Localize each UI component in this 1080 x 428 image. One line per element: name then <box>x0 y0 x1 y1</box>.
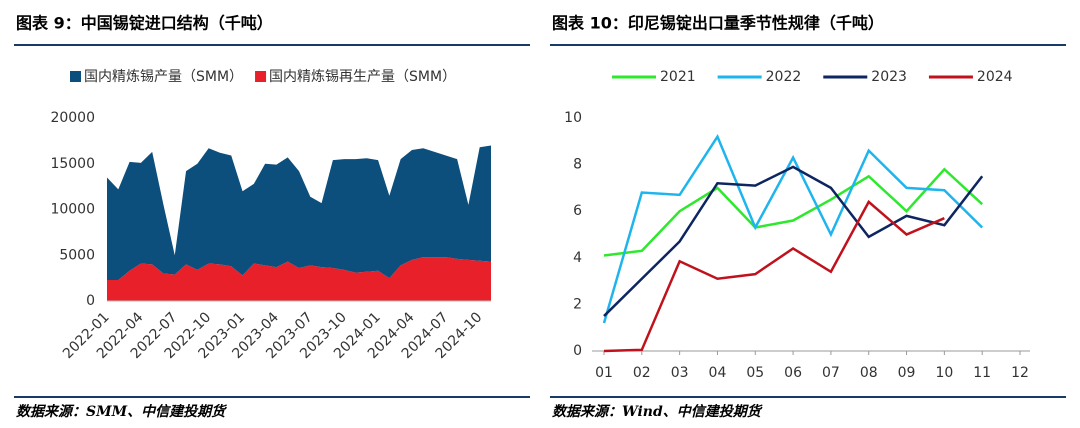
line <box>603 167 984 257</box>
y-tick-label: 20000 <box>50 110 95 126</box>
line <box>602 133 984 324</box>
area <box>107 145 491 280</box>
legend-swatch <box>70 71 81 82</box>
x-tick-label: 03 <box>671 365 689 381</box>
y-tick-label: 10000 <box>50 202 95 218</box>
x-tick-label: 12 <box>1011 365 1029 381</box>
legend-label: 国内精炼锡再生产量（SMM） <box>269 69 456 85</box>
x-tick-label: 08 <box>860 365 878 381</box>
y-tick-label: 10 <box>564 110 582 126</box>
y-tick-label: 6 <box>573 203 582 219</box>
line <box>603 199 945 353</box>
source: 数据来源：SMM、中信建投期货 <box>16 403 227 420</box>
y-tick-label: 4 <box>573 250 582 266</box>
legend-label: 2023 <box>871 69 907 85</box>
x-tick-label: 07 <box>822 365 840 381</box>
y-tick-label: 2 <box>573 296 582 312</box>
y-tick-label: 15000 <box>50 156 95 172</box>
y-tick-label: 0 <box>573 343 582 359</box>
line <box>603 165 984 317</box>
chart-title: 图表 10：印尼锡锭出口量季节性规律（千吨） <box>552 14 884 33</box>
y-tick-label: 0 <box>86 293 95 309</box>
legend-label: 2024 <box>977 69 1013 85</box>
y-tick-label: 5000 <box>59 247 95 263</box>
source: 数据来源：Wind、中信建投期货 <box>552 403 763 420</box>
x-tick-label: 04 <box>709 365 727 381</box>
x-tick-label: 09 <box>898 365 916 381</box>
x-tick-label: 06 <box>784 365 802 381</box>
y-tick-label: 8 <box>573 157 582 173</box>
legend-label: 国内精炼锡产量（SMM） <box>84 69 243 85</box>
legend-label: 2021 <box>660 69 696 85</box>
x-tick-label: 02 <box>633 365 651 381</box>
x-tick-label: 05 <box>746 365 764 381</box>
area <box>107 257 491 301</box>
legend-swatch <box>255 71 267 82</box>
legend-label: 2022 <box>766 69 802 85</box>
x-tick-label: 10 <box>935 365 953 381</box>
chart-title: 图表 9：中国锡锭进口结构（千吨） <box>16 14 273 33</box>
x-tick-label: 01 <box>595 365 613 381</box>
x-tick-label: 11 <box>973 365 991 381</box>
